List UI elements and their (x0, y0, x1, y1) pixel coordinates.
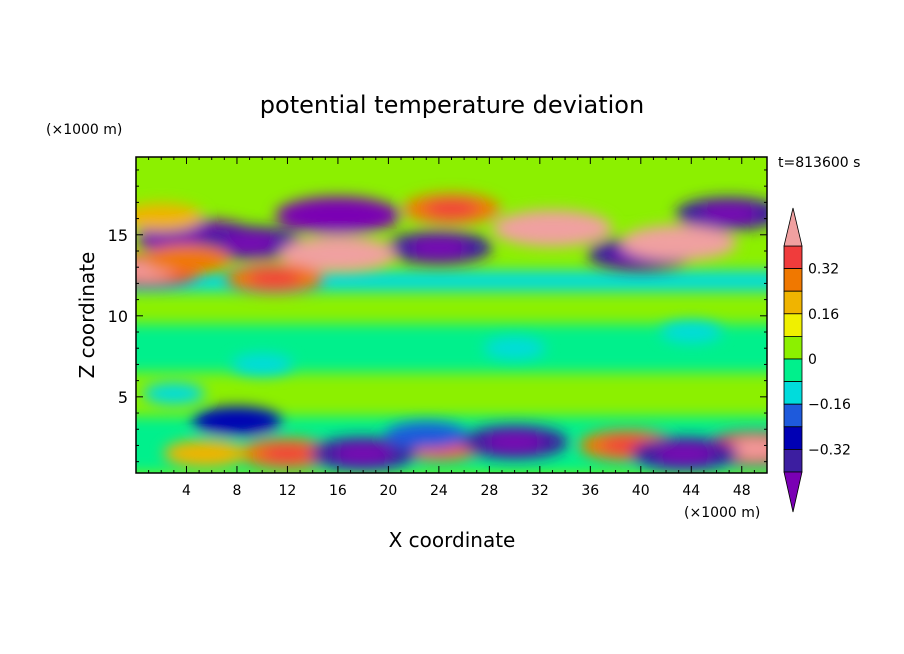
colorbar-segment (783, 381, 803, 405)
chart-title: potential temperature deviation (260, 91, 644, 119)
colorbar-tick-label: −0.16 (808, 397, 851, 413)
y-tick-label: 5 (118, 388, 128, 407)
x-tick-label: 16 (329, 483, 347, 499)
x-unit-label: (×1000 m) (684, 505, 760, 521)
contour-core-15 (260, 444, 315, 463)
y-axis-ticks: 5 10 15 (108, 169, 767, 463)
contour-feature-10 (136, 203, 204, 231)
contour-core-20 (485, 433, 545, 452)
contour-core-8 (306, 244, 370, 265)
x-tick-label: 48 (733, 483, 751, 499)
contour-core-5 (699, 204, 759, 223)
colorbar-segment (783, 448, 803, 473)
y-axis-label: Z coordinate (75, 252, 99, 379)
colorbar-segment (783, 358, 803, 383)
x-tick-label: 44 (682, 483, 700, 499)
x-axis-label: X coordinate (389, 528, 516, 552)
band-1 (136, 270, 767, 292)
contour-core-3 (409, 238, 469, 257)
colorbar-segment (783, 426, 803, 450)
colorbar-tick-label: −0.32 (808, 442, 851, 458)
x-tick-label: 24 (430, 483, 448, 499)
x-tick-label: 4 (182, 483, 191, 499)
colorbar-segment (783, 335, 803, 360)
colorbar-bottom-arrow (783, 471, 803, 513)
colorbar-segment (783, 245, 803, 270)
contour-core-2 (220, 233, 280, 253)
colorbar-segment (783, 403, 803, 428)
band-0 (136, 157, 767, 200)
contour-core-1 (303, 204, 373, 226)
x-tick-label: 20 (379, 483, 397, 499)
contour-feature-13 (141, 244, 231, 274)
x-tick-label: 28 (480, 483, 498, 499)
contour-core-7 (646, 233, 711, 253)
colorbar-segment (783, 313, 803, 337)
contour-feature-27 (142, 382, 205, 405)
colorbar-tick-label: 0.16 (808, 307, 839, 323)
contour-feature-23 (192, 406, 282, 436)
contour-feature-24 (483, 337, 546, 360)
colorbar-segment (783, 268, 803, 292)
colorbar-top-arrow (783, 207, 803, 247)
contour-core-19 (333, 444, 393, 463)
colorbar-segment (783, 290, 803, 315)
x-tick-label: 36 (581, 483, 599, 499)
contour-features (136, 193, 767, 471)
time-label: t=813600 s (778, 155, 860, 171)
contour-core-9 (424, 200, 479, 218)
y-tick-label: 15 (108, 226, 128, 245)
y-unit-label: (×1000 m) (46, 122, 122, 138)
contour-feature-18 (163, 439, 248, 468)
x-tick-label: 40 (632, 483, 650, 499)
x-tick-label: 12 (279, 483, 297, 499)
colorbar: 0.32 0.16 0 −0.16 −0.32 (783, 207, 851, 513)
x-tick-label: 8 (232, 483, 241, 499)
colorbar-tick-label: 0.32 (808, 262, 839, 278)
x-axis-ticks: 4 8 12 16 20 24 28 32 36 40 44 48 (148, 157, 755, 499)
contour-core-12 (247, 269, 302, 288)
contour-feature-26 (660, 320, 723, 344)
contour-feature-22 (384, 421, 469, 450)
x-tick-label: 32 (531, 483, 549, 499)
contour-core-21 (655, 444, 715, 463)
colorbar-tick-label: 0 (808, 352, 817, 368)
plot-area (136, 157, 767, 473)
contour-core-6 (519, 218, 586, 239)
y-tick-label: 10 (108, 307, 128, 326)
contour-feature-25 (231, 353, 294, 376)
